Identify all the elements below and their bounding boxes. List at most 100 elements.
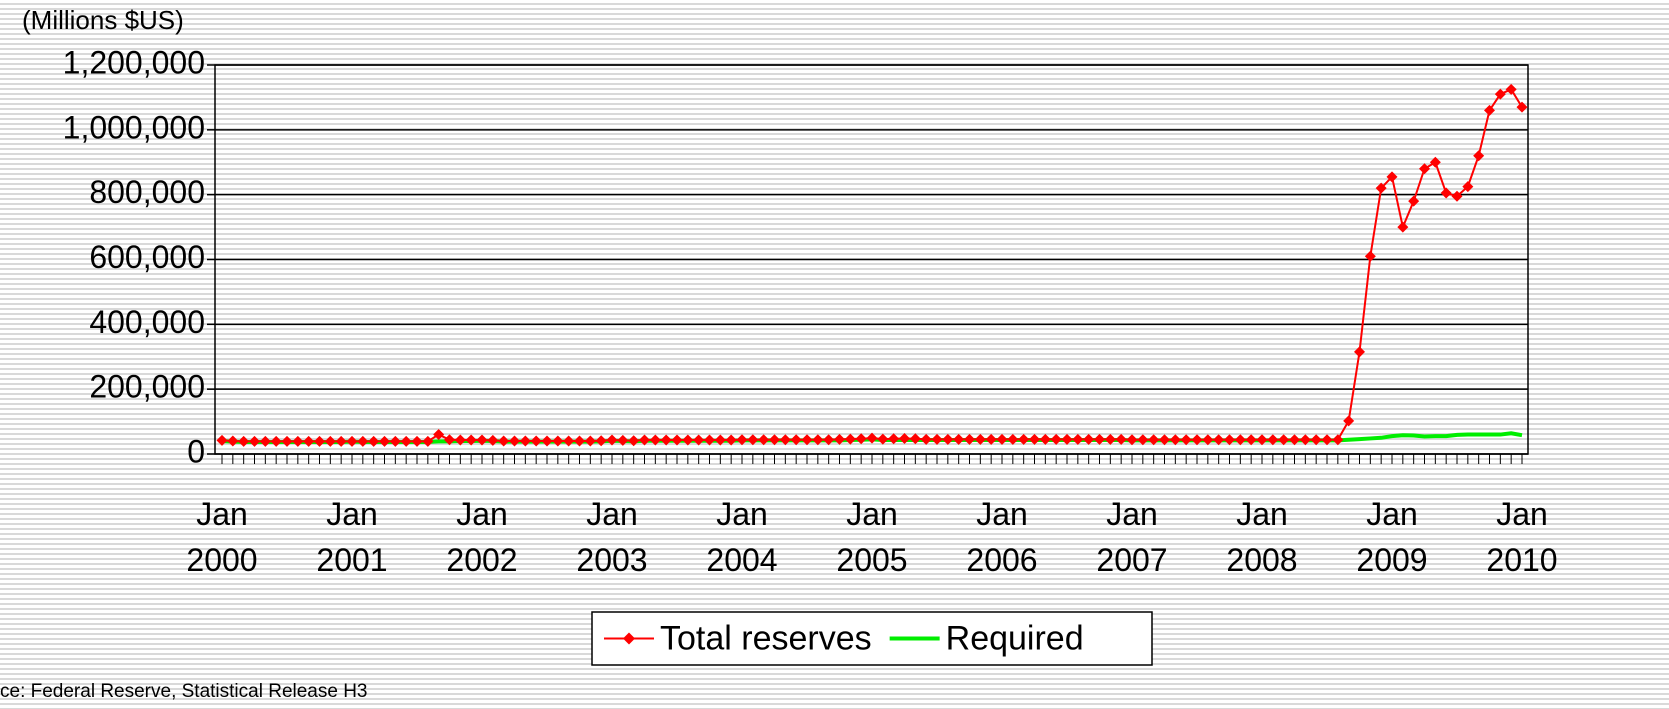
data-point — [1072, 433, 1084, 445]
data-point — [834, 433, 845, 445]
x-tick-label: Jan 2010 — [1486, 496, 1558, 578]
data-point — [1462, 181, 1474, 193]
data-point — [1440, 187, 1452, 199]
data-point — [389, 435, 401, 447]
y-tick-label: 600,000 — [89, 239, 205, 275]
data-point — [1126, 434, 1138, 446]
data-point — [1180, 434, 1192, 446]
data-point — [1419, 163, 1430, 175]
data-point — [844, 433, 856, 445]
source-note: ce: Federal Reserve, Statistical Release… — [0, 681, 368, 702]
data-point — [617, 434, 629, 446]
data-point — [974, 433, 986, 445]
x-tick-label: Jan 2003 — [576, 496, 648, 578]
data-point — [985, 433, 997, 445]
y-tick-label: 0 — [187, 433, 205, 469]
data-point — [314, 435, 325, 447]
data-point — [509, 435, 520, 447]
data-point — [476, 434, 488, 446]
data-point — [931, 433, 943, 445]
data-point — [1137, 434, 1149, 446]
data-point — [639, 434, 650, 446]
legend-box — [591, 611, 1153, 666]
data-point — [790, 434, 802, 446]
data-point — [400, 435, 412, 447]
y-tick-label: 200,000 — [89, 369, 205, 405]
data-point — [1343, 415, 1355, 427]
data-point — [454, 434, 466, 446]
data-point — [498, 435, 510, 447]
data-point — [270, 435, 282, 447]
data-point — [346, 435, 358, 447]
data-point — [1354, 346, 1365, 358]
data-point — [281, 435, 293, 447]
data-point — [964, 433, 975, 445]
x-tick-label: Jan 2002 — [446, 496, 518, 578]
data-point — [1191, 434, 1203, 446]
data-point — [1386, 171, 1398, 183]
legend-marker — [623, 632, 635, 645]
data-point — [671, 434, 683, 446]
data-point — [855, 433, 867, 445]
data-point — [552, 435, 564, 447]
data-point — [1451, 190, 1463, 202]
data-point — [1050, 433, 1062, 445]
data-point — [433, 429, 445, 441]
data-point — [1397, 221, 1409, 233]
x-tick-label: Jan 2006 — [966, 496, 1038, 578]
data-point — [379, 435, 390, 447]
data-point — [769, 434, 780, 446]
data-point — [606, 434, 618, 446]
data-point — [747, 434, 759, 446]
y-tick-label: 1,000,000 — [63, 109, 205, 145]
data-point — [324, 435, 336, 447]
data-point — [1278, 434, 1290, 446]
data-point — [1516, 101, 1528, 113]
data-point — [259, 435, 271, 447]
data-point — [584, 435, 596, 447]
data-point — [758, 434, 770, 446]
data-point — [1494, 88, 1506, 100]
data-point — [1202, 434, 1214, 446]
data-point — [368, 435, 380, 447]
x-tick-label: Jan 2000 — [186, 496, 258, 578]
data-point — [1159, 434, 1170, 446]
data-point — [1039, 433, 1051, 445]
data-point — [411, 435, 423, 447]
data-point — [1169, 434, 1181, 446]
data-point — [1484, 104, 1495, 116]
legend-label: Total reserves — [660, 619, 872, 657]
data-point — [487, 434, 499, 446]
data-point — [227, 435, 239, 447]
data-point — [1299, 434, 1311, 446]
data-point — [736, 434, 748, 446]
data-point — [812, 434, 824, 446]
legend-label: Required — [946, 619, 1084, 657]
data-point — [779, 434, 791, 446]
data-point — [1375, 182, 1387, 194]
data-point — [801, 434, 813, 446]
data-point — [465, 434, 477, 446]
x-tick-label: Jan 2008 — [1226, 496, 1298, 578]
data-point — [1505, 83, 1517, 95]
data-point — [1007, 433, 1019, 445]
data-point — [823, 434, 835, 446]
y-tick-label: 1,200,000 — [63, 44, 205, 80]
data-point — [422, 435, 434, 447]
data-point — [292, 435, 304, 447]
data-point — [888, 433, 900, 445]
data-point — [1364, 250, 1376, 262]
data-point — [1289, 434, 1300, 446]
x-tick-label: Jan 2001 — [316, 496, 388, 578]
data-point — [996, 433, 1008, 445]
data-point — [1094, 433, 1105, 445]
data-point — [238, 435, 250, 447]
data-point — [660, 434, 672, 446]
y-axis-label: (Millions $US) — [22, 5, 184, 35]
data-point — [357, 435, 369, 447]
y-tick-label: 400,000 — [89, 304, 205, 340]
data-point — [1267, 434, 1279, 446]
data-point — [714, 434, 726, 446]
data-point — [249, 435, 260, 447]
